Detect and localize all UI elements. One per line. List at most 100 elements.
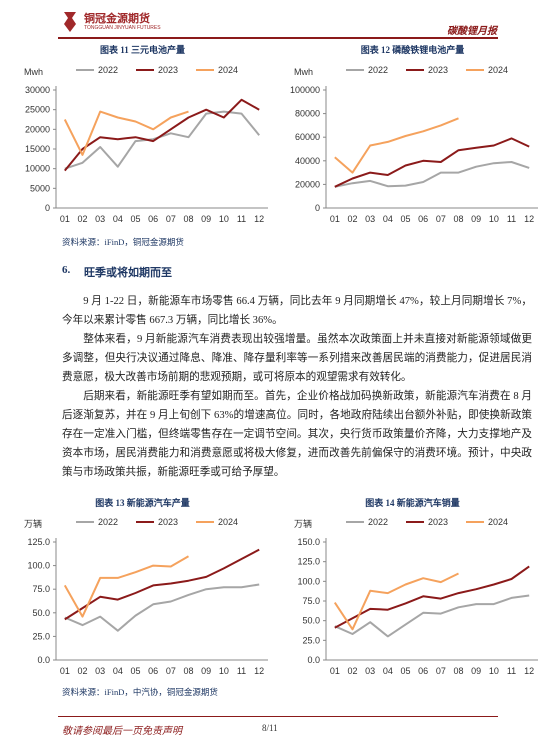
chart: Mwh 0 5000 10000 15000 20000 25000 30000 01 02 03 0… <box>24 65 268 224</box>
x-tick-label: 02 <box>77 214 87 224</box>
x-tick-label: 08 <box>453 214 463 224</box>
chart: Mwh 0 20000 40000 60000 80000 100000 01 02 03 04 05… <box>290 65 538 224</box>
section-title: 旺季或将如期而至 <box>84 267 172 279</box>
y-tick-label: 20000 <box>25 124 50 134</box>
y-tick-label: 100000 <box>290 85 320 95</box>
chart: 万辆 0.0 25.0 50.0 75.0 100.0 125.0 01 02 03 04 05 06 0… <box>24 517 268 676</box>
x-tick-label: 06 <box>148 214 158 224</box>
figure-title: 图表 13 新能源汽车产量 <box>95 498 190 508</box>
series-line <box>334 137 530 188</box>
x-tick-label: 03 <box>95 214 105 224</box>
figure-title: 图表 12 磷酸铁锂电池产量 <box>360 45 465 55</box>
x-tick-label: 11 <box>237 666 246 676</box>
legend-label: 2024 <box>218 65 238 75</box>
x-tick-label: 12 <box>524 214 534 224</box>
series-line <box>64 583 260 632</box>
legend-label: 2023 <box>158 65 178 75</box>
y-tick-label: 0 <box>315 203 320 213</box>
x-tick-label: 01 <box>60 666 70 676</box>
source: 资料来源：iFinD，中汽协，铜冠金源期货 <box>62 687 218 697</box>
x-tick-label: 05 <box>130 214 140 224</box>
x-tick-label: 01 <box>330 666 340 676</box>
figure-title: 图表 11 三元电池产量 <box>99 45 185 55</box>
x-tick-label: 02 <box>347 214 357 224</box>
x-tick-label: 12 <box>524 666 534 676</box>
x-tick-label: 03 <box>365 214 375 224</box>
y-tick-label: 0 <box>45 203 50 213</box>
legend-label: 2022 <box>368 517 388 527</box>
y-tick-label: 30000 <box>25 85 50 95</box>
y-tick-label: 125.0 <box>297 557 320 567</box>
x-tick-label: 09 <box>471 666 481 676</box>
y-tick-label: 60000 <box>295 132 320 142</box>
report-name: 碳酸锂月报 <box>447 26 497 37</box>
y-tick-label: 40000 <box>295 156 320 166</box>
x-tick-label: 05 <box>400 214 410 224</box>
x-tick-label: 06 <box>418 666 428 676</box>
y-tick-label: 0.0 <box>307 655 320 665</box>
paragraph: 9 月 1-22 日，新能源车市场零售 66.4 万辆，同比去年 9 月同期增长… <box>62 296 532 326</box>
series-line <box>63 555 190 618</box>
y-tick-label: 25.0 <box>32 631 50 641</box>
y-tick-label: 5000 <box>30 183 50 193</box>
x-tick-label: 11 <box>507 214 516 224</box>
header-rule <box>58 37 498 39</box>
series-line <box>64 110 260 170</box>
x-tick-label: 04 <box>383 666 393 676</box>
x-tick-label: 05 <box>130 666 140 676</box>
company-en: TONGGUAN JINYUAN FUTURES <box>84 25 161 31</box>
page-number: 8/11 <box>262 723 278 733</box>
x-tick-label: 03 <box>365 666 375 676</box>
legend-label: 2023 <box>428 65 448 75</box>
legend-label: 2023 <box>158 517 178 527</box>
y-tick-label: 10000 <box>25 164 50 174</box>
x-tick-label: 10 <box>219 666 229 676</box>
x-tick-label: 12 <box>254 214 264 224</box>
y-tick-label: 150.0 <box>297 537 320 547</box>
y-tick-label: 50.0 <box>32 608 50 618</box>
x-tick-label: 07 <box>166 666 176 676</box>
x-tick-label: 01 <box>330 214 340 224</box>
x-tick-label: 06 <box>148 666 158 676</box>
series-line <box>334 117 459 174</box>
y-tick-label: 75.0 <box>32 584 50 594</box>
x-tick-label: 07 <box>166 214 176 224</box>
x-tick-label: 03 <box>95 666 105 676</box>
y-tick-label: 25.0 <box>302 635 320 645</box>
y-tick-label: 0.0 <box>37 655 50 665</box>
y-tick-label: 100.0 <box>27 561 50 571</box>
series-line <box>64 548 260 621</box>
x-tick-label: 08 <box>183 214 193 224</box>
y-tick-label: 50.0 <box>302 616 320 626</box>
company: 铜冠金源期货 <box>84 13 150 25</box>
x-tick-label: 09 <box>201 214 211 224</box>
y-tick-label: 125.0 <box>27 537 50 547</box>
y-unit: Mwh <box>294 67 313 77</box>
section-number: 6. <box>62 264 71 276</box>
x-tick-label: 11 <box>237 214 246 224</box>
series-line <box>63 110 189 156</box>
x-tick-label: 08 <box>183 666 193 676</box>
footer-rule <box>58 716 498 717</box>
y-tick-label: 25000 <box>25 105 50 115</box>
y-tick-label: 15000 <box>25 144 50 154</box>
paragraph: 整体来看，9 月新能源汽车消费表现出较强增量。虽然本次政策面上并未直接对新能源领… <box>62 334 532 383</box>
x-tick-label: 01 <box>60 214 70 224</box>
y-unit: Mwh <box>24 67 43 77</box>
series-line <box>334 565 530 629</box>
y-tick-label: 75.0 <box>302 596 320 606</box>
x-tick-label: 10 <box>489 214 499 224</box>
legend-label: 2022 <box>368 65 388 75</box>
legend-label: 2022 <box>98 517 118 527</box>
body-text: 9 月 1-22 日，新能源车市场零售 66.4 万辆，同比去年 9 月同期增长… <box>62 292 532 482</box>
y-unit: 万辆 <box>24 518 42 529</box>
x-tick-label: 02 <box>77 666 87 676</box>
x-tick-label: 11 <box>507 666 516 676</box>
paragraph: 后期来看，新能源旺季有望如期而至。首先，企业价格战加码换新政策，新能源汽车消费在… <box>62 391 532 478</box>
x-tick-label: 12 <box>254 666 264 676</box>
legend-label: 2024 <box>488 517 508 527</box>
x-tick-label: 09 <box>471 214 481 224</box>
legend-label: 2022 <box>98 65 118 75</box>
x-tick-label: 07 <box>436 666 446 676</box>
